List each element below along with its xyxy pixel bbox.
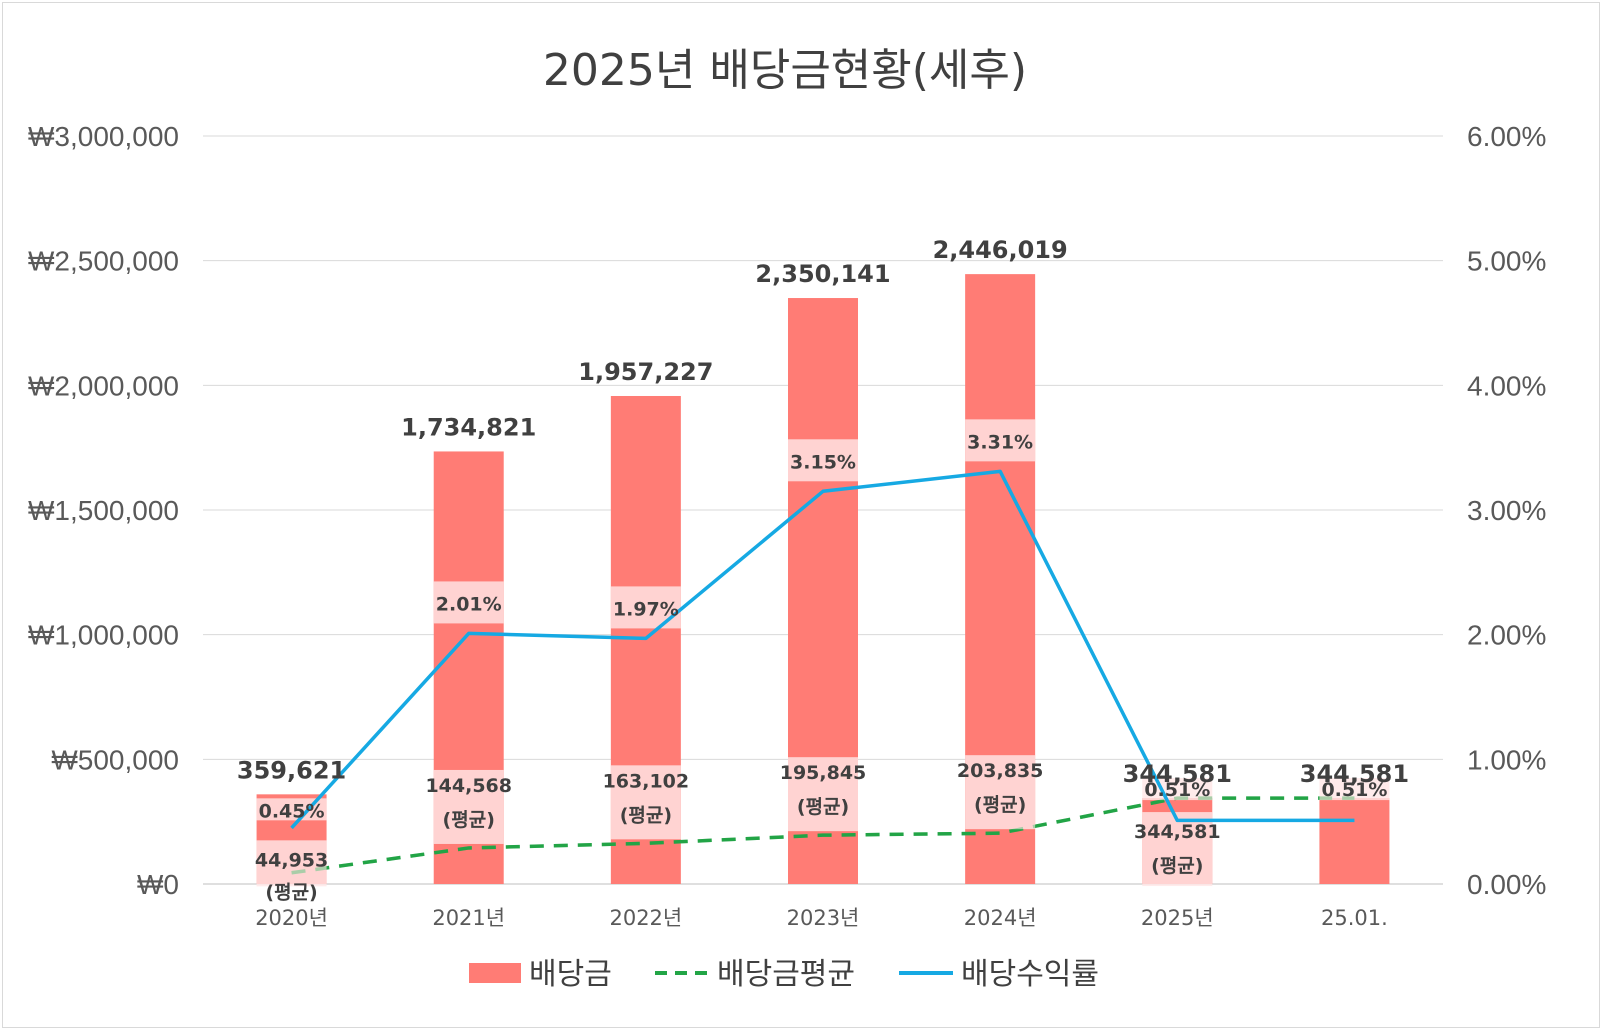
bar-total-label: 2,350,141	[755, 260, 890, 288]
category-label: 2022년	[609, 906, 682, 930]
legend-swatch-dividend	[469, 963, 521, 983]
chart-title: 2025년 배당금현황(세후)	[543, 45, 1027, 96]
category-label: 2020년	[255, 906, 328, 930]
right-axis-tick-label: 1.00%	[1467, 744, 1546, 775]
yield-label-box	[1319, 778, 1390, 801]
legend-label-average: 배당금평균	[717, 957, 855, 992]
data-labels: 359,621 1,734,821 1,957,227 2,350,141 2,446,…	[237, 236, 1409, 903]
average-value-label: 163,102	[603, 770, 690, 792]
yield-label-box	[433, 581, 504, 624]
category-label: 2024년	[964, 906, 1037, 930]
yield-label: 3.15%	[790, 451, 856, 473]
right-axis: 0.00% 1.00% 2.00% 3.00% 4.00% 5.00% 6.00%	[1467, 121, 1546, 900]
left-axis-tick-label: ₩1,500,000	[28, 495, 179, 526]
legend: 배당금 배당금평균 배당수익률	[469, 957, 1099, 992]
yield-label-box	[788, 439, 858, 482]
average-suffix-label: (평균)	[797, 796, 849, 818]
average-suffix-label: (평균)	[443, 809, 495, 831]
average-label-box	[788, 757, 858, 832]
right-axis-tick-label: 4.00%	[1467, 370, 1546, 401]
left-axis: ₩0 ₩500,000 ₩1,000,000 ₩1,500,000 ₩2,000,000…	[28, 121, 179, 900]
yield-label: 0.51%	[1321, 779, 1387, 801]
left-axis-tick-label: ₩0	[137, 869, 179, 900]
right-axis-tick-label: 6.00%	[1467, 121, 1546, 152]
chart-canvas: 2025년 배당금현황(세후) ₩0 ₩500,000 ₩1,000,000 ₩1,5…	[28, 45, 1546, 992]
average-label-box	[610, 765, 681, 840]
average-value-label: 144,568	[425, 775, 512, 797]
yield-label: 0.45%	[259, 800, 325, 822]
category-label: 2025년	[1141, 906, 1214, 930]
bar-total-label: 344,581	[1300, 760, 1409, 788]
legend-label-yield: 배당수익률	[961, 957, 1099, 992]
yield-label: 0.51%	[1144, 779, 1210, 801]
average-suffix-label: (평균)	[620, 804, 672, 826]
average-line-overlay	[291, 796, 1355, 875]
right-axis-tick-label: 3.00%	[1467, 495, 1546, 526]
average-value-label: 44,953	[255, 849, 328, 871]
average-value-label: 344,581	[1134, 821, 1221, 843]
category-label: 2023년	[787, 906, 860, 930]
dividend-bar	[1319, 798, 1390, 884]
average-value-label: 195,845	[780, 762, 867, 784]
yield-label: 1.97%	[613, 598, 679, 620]
right-axis-tick-label: 2.00%	[1467, 620, 1546, 651]
average-suffix-label: (평균)	[974, 794, 1026, 816]
average-label-box	[433, 769, 504, 844]
bar-total-label: 2,446,019	[933, 236, 1068, 264]
average-label-box	[1142, 812, 1213, 887]
yield-label: 3.31%	[967, 431, 1033, 453]
average-label-box	[965, 755, 1036, 830]
bar-total-label: 1,734,821	[401, 413, 536, 441]
category-axis: 2020년 2021년 2022년 2023년 2024년 2025년 25.01.	[255, 906, 1388, 930]
left-axis-tick-label: ₩3,000,000	[28, 121, 179, 152]
left-axis-tick-label: ₩500,000	[51, 744, 179, 775]
category-label: 25.01.	[1321, 906, 1388, 930]
legend-label-dividend: 배당금	[529, 957, 612, 992]
right-axis-tick-label: 5.00%	[1467, 246, 1546, 277]
left-axis-tick-label: ₩1,000,000	[28, 620, 179, 651]
average-value-label: 203,835	[957, 760, 1044, 782]
yield-label-box	[256, 798, 327, 821]
average-suffix-label: (평균)	[1151, 855, 1203, 877]
average-label-box	[256, 840, 327, 887]
right-axis-tick-label: 0.00%	[1467, 869, 1546, 900]
category-label: 2021년	[432, 906, 505, 930]
bar-total-label: 1,957,227	[578, 358, 713, 386]
left-axis-tick-label: ₩2,000,000	[28, 370, 179, 401]
bar-total-label: 359,621	[237, 756, 346, 784]
yield-line	[290, 469, 1355, 830]
yield-label: 2.01%	[436, 593, 502, 615]
left-axis-tick-label: ₩2,500,000	[28, 246, 179, 277]
average-suffix-label: (평균)	[265, 881, 317, 903]
yield-label-box	[610, 586, 681, 629]
bar-total-label: 344,581	[1123, 760, 1232, 788]
yield-label-box	[965, 419, 1036, 462]
